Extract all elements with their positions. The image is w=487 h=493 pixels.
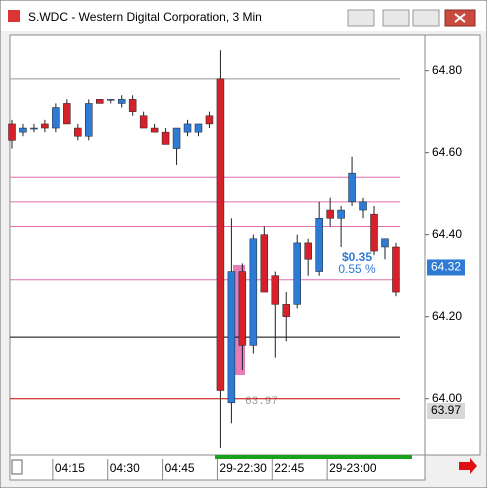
candle-body [139,115,148,129]
candle-body [63,103,71,125]
y-tick-label: 64.40 [432,227,462,241]
candle-body [117,99,126,104]
minimize-button[interactable] [382,9,410,27]
candle-body [304,242,312,260]
y-tick-label: 64.20 [432,309,462,323]
scroll-arrow[interactable] [459,458,477,474]
candle-body [85,103,93,137]
price-tag-label: 64.32 [431,260,461,274]
candle-body [271,275,280,305]
price-tag-label: 63.97 [431,403,461,417]
x-tick-label: 04:30 [110,461,140,475]
x-tick-label: 04:15 [55,461,85,475]
candle-body [392,246,400,293]
candle-body [260,234,269,293]
candle-body [238,271,247,346]
price-axis [424,34,481,456]
y-tick-label: 64.60 [432,145,462,159]
candle-body [326,209,334,219]
candle-body [227,271,236,404]
scroll-box[interactable] [11,459,23,475]
candle-body [315,218,323,272]
change-amount: $0.35 [342,250,372,264]
close-icon [454,13,466,23]
candle-body [249,238,258,346]
candle-body [161,131,170,145]
range-bar [215,455,412,459]
candle-body [348,172,356,203]
candle-body [30,127,38,130]
app-icon [8,10,20,22]
maximize-button[interactable] [412,9,440,27]
x-tick-label: 29-22:30 [219,461,267,475]
x-tick-label: 04:45 [165,461,195,475]
candle-body [216,78,225,391]
change-percent: 0.55 % [338,262,376,276]
candle-body [381,238,389,248]
y-tick-label: 64.00 [432,391,462,405]
price-tag [427,402,465,419]
candle-body [194,123,203,133]
price-tag [427,259,465,276]
candle-body [293,242,301,305]
x-tick-label: 22:45 [274,461,304,475]
candle-body [52,107,60,129]
candle-body [205,115,214,125]
candle-body [359,201,367,211]
window-title: S.WDC - Western Digital Corporation, 3 M… [28,10,262,24]
candle-body [74,127,82,137]
candle-body [106,99,115,101]
candle-body [150,127,159,133]
candle-body [172,127,181,149]
candle-body [282,304,290,317]
candle-body [96,99,104,104]
candle-body [337,209,345,219]
candle-body [183,123,192,133]
link-button[interactable] [347,9,375,27]
candle-body [41,123,49,129]
low-annotation: 63.97 [245,396,278,408]
candle-body [128,99,137,112]
candle-body [370,213,378,252]
candle-body [8,123,16,141]
x-tick-label: 29-23:00 [329,461,377,475]
candle-body [19,127,27,133]
y-tick-label: 64.80 [432,63,462,77]
